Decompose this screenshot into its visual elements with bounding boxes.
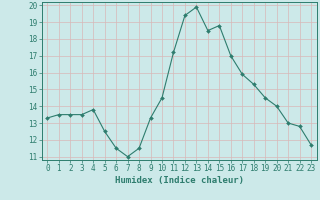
X-axis label: Humidex (Indice chaleur): Humidex (Indice chaleur)	[115, 176, 244, 185]
